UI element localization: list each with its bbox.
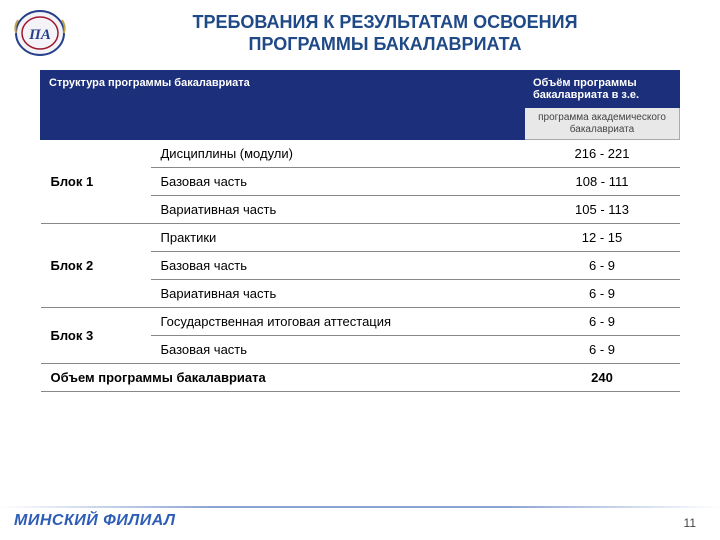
title-line-1: ТРЕБОВАНИЯ К РЕЗУЛЬТАТАМ ОСВОЕНИЯ (192, 12, 577, 32)
svg-text:ПА: ПА (28, 27, 51, 43)
table-row: Блок 3Государственная итоговая аттестаци… (41, 308, 680, 336)
branch-label: МИНСКИЙ ФИЛИАЛ (14, 512, 175, 530)
value-cell: 6 - 9 (525, 308, 680, 336)
page-number: 11 (684, 516, 696, 530)
name-cell: Базовая часть (151, 336, 525, 364)
footer-divider (0, 506, 720, 508)
name-cell: Базовая часть (151, 252, 525, 280)
total-label: Объем программы бакалавриата (41, 364, 525, 392)
page-title: ТРЕБОВАНИЯ К РЕЗУЛЬТАТАМ ОСВОЕНИЯ ПРОГРА… (70, 11, 700, 56)
value-cell: 6 - 9 (525, 280, 680, 308)
block-cell: Блок 2 (41, 224, 151, 308)
col-volume: Объём программы бакалавриата в з.е. (525, 71, 680, 108)
col-subprogram: программа академического бакалавриата (525, 108, 680, 140)
value-cell: 216 - 221 (525, 140, 680, 168)
col-structure: Структура программы бакалавриата (41, 71, 525, 140)
block-cell: Блок 1 (41, 140, 151, 224)
value-cell: 108 - 111 (525, 168, 680, 196)
value-cell: 6 - 9 (525, 336, 680, 364)
total-value: 240 (525, 364, 680, 392)
value-cell: 105 - 113 (525, 196, 680, 224)
value-cell: 6 - 9 (525, 252, 680, 280)
total-row: Объем программы бакалавриата240 (41, 364, 680, 392)
name-cell: Дисциплины (модули) (151, 140, 525, 168)
value-cell: 12 - 15 (525, 224, 680, 252)
block-cell: Блок 3 (41, 308, 151, 364)
title-line-2: ПРОГРАММЫ БАКАЛАВРИАТА (249, 34, 522, 54)
name-cell: Практики (151, 224, 525, 252)
name-cell: Базовая часть (151, 168, 525, 196)
program-structure-table: Структура программы бакалавриата Объём п… (40, 70, 680, 392)
table-row: Блок 2Практики12 - 15 (41, 224, 680, 252)
university-logo: ПА (10, 8, 70, 58)
footer: МИНСКИЙ ФИЛИАЛ 11 (0, 512, 720, 536)
header: ПА ТРЕБОВАНИЯ К РЕЗУЛЬТАТАМ ОСВОЕНИЯ ПРО… (0, 0, 720, 62)
table-row: Блок 1Дисциплины (модули)216 - 221 (41, 140, 680, 168)
name-cell: Вариативная часть (151, 196, 525, 224)
name-cell: Государственная итоговая аттестация (151, 308, 525, 336)
name-cell: Вариативная часть (151, 280, 525, 308)
